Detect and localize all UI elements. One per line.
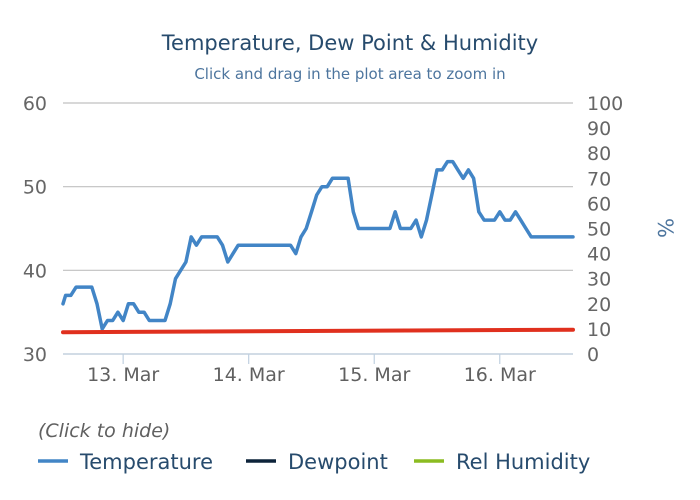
- right-y-tick-label: 80: [587, 143, 611, 165]
- right-y-tick-label: 20: [587, 294, 611, 316]
- right-y-tick-label: 30: [587, 269, 611, 291]
- reference-line[interactable]: [61, 327, 575, 335]
- right-y-axis: 0 10 20 30 40 50 60 70 80 90 100: [587, 93, 623, 366]
- right-y-tick-label: 100: [587, 93, 623, 115]
- right-y-tick-label: 60: [587, 193, 611, 215]
- legend-label: Rel Humidity: [456, 450, 590, 474]
- chart-subtitle: Click and drag in the plot area to zoom …: [194, 65, 505, 83]
- legend-label: Dewpoint: [288, 450, 388, 474]
- x-tick-label: 13. Mar: [87, 364, 159, 386]
- left-y-tick-label: 60: [23, 93, 47, 115]
- right-y-tick-label: 40: [587, 244, 611, 266]
- x-axis: 13. Mar 14. Mar 15. Mar 16. Mar: [63, 353, 573, 386]
- right-y-axis-title: %: [653, 218, 677, 238]
- x-tick-label: 16. Mar: [464, 364, 536, 386]
- temperature-line[interactable]: [61, 159, 575, 331]
- left-y-axis: 30 40 50 60: [23, 93, 47, 366]
- right-y-tick-label: 0: [587, 344, 599, 366]
- right-y-tick-label: 70: [587, 168, 611, 190]
- plot-area[interactable]: [61, 159, 575, 335]
- grid-lines: [63, 102, 573, 355]
- left-y-tick-label: 50: [23, 177, 47, 199]
- legend-item-rel-humidity[interactable]: Rel Humidity: [414, 450, 590, 474]
- legend: Temperature Dewpoint Rel Humidity: [38, 450, 590, 474]
- legend-item-temperature[interactable]: Temperature: [38, 450, 213, 474]
- left-y-tick-label: 40: [23, 260, 47, 282]
- x-tick-label: 14. Mar: [213, 364, 285, 386]
- legend-item-dewpoint[interactable]: Dewpoint: [246, 450, 388, 474]
- x-tick-label: 15. Mar: [338, 364, 410, 386]
- chart-title: Temperature, Dew Point & Humidity: [161, 31, 538, 55]
- right-y-tick-label: 50: [587, 219, 611, 241]
- legend-hint: (Click to hide): [38, 420, 170, 442]
- right-y-tick-label: 10: [587, 319, 611, 341]
- right-y-tick-label: 90: [587, 118, 611, 140]
- legend-label: Temperature: [79, 450, 213, 474]
- left-y-tick-label: 30: [23, 344, 47, 366]
